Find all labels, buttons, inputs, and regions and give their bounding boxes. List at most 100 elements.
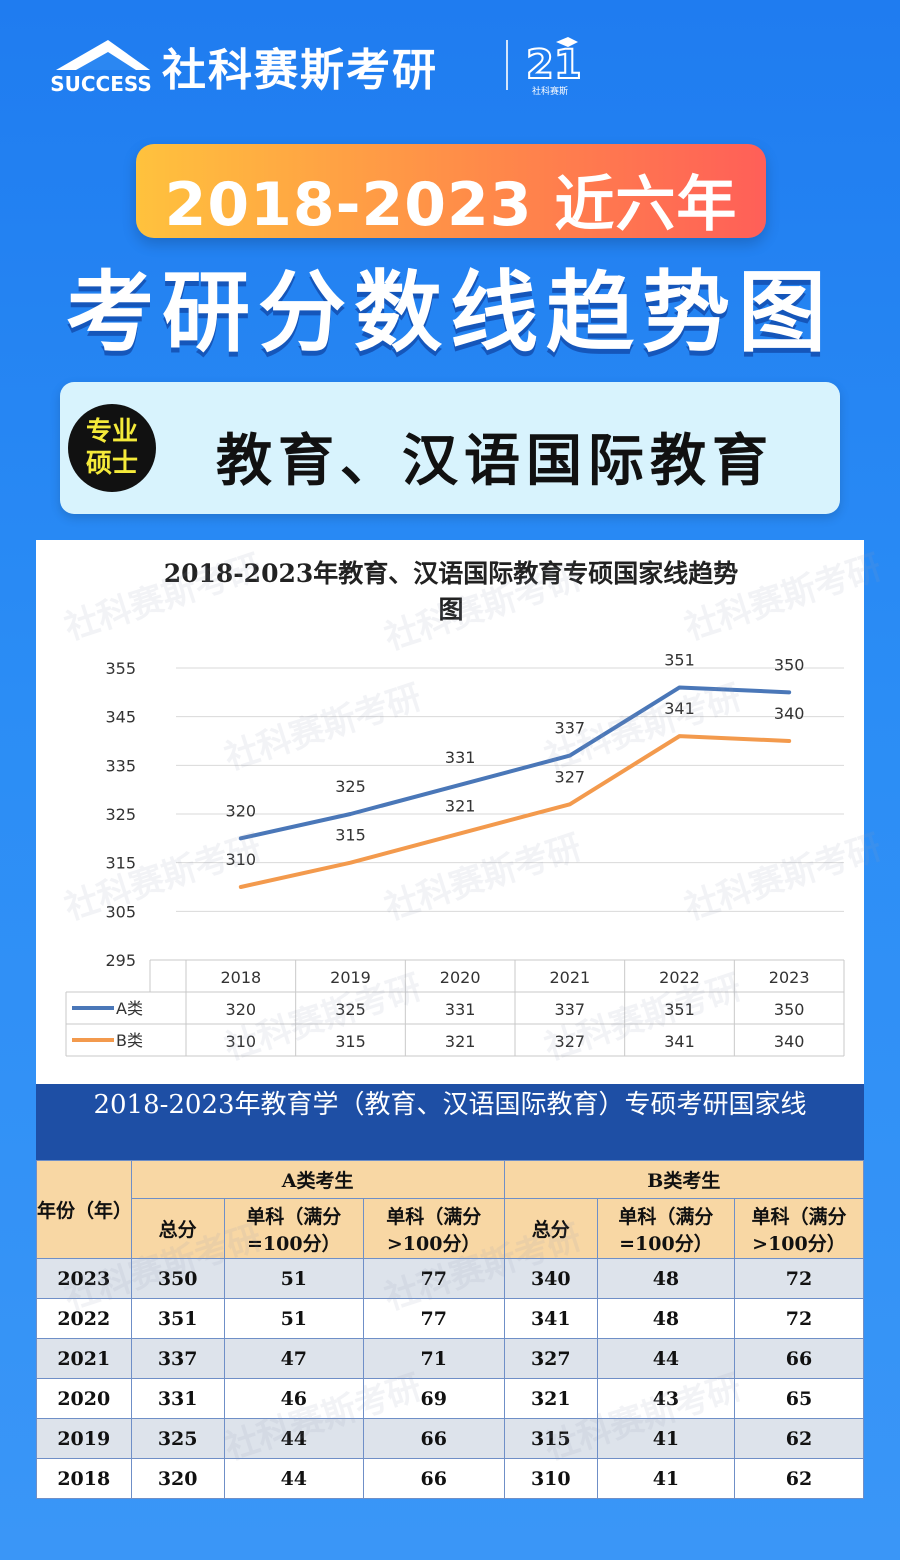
chart-title-line-2: 图 bbox=[438, 595, 464, 624]
data-label: 340 bbox=[774, 704, 805, 723]
table-row: 2020 331 46 69 321 43 65 bbox=[36, 1378, 865, 1419]
x-tick-label: 2020 bbox=[440, 968, 481, 987]
logo-text: SUCCESS bbox=[50, 72, 152, 96]
table-cell: 51 bbox=[223, 1258, 364, 1299]
col-single-100-b: 单科（满分=100分） bbox=[596, 1198, 735, 1259]
badge-line-1: 专业 bbox=[85, 417, 138, 447]
data-table-value: 327 bbox=[555, 1032, 586, 1051]
year-banner: 2018-2023 近六年 bbox=[136, 144, 766, 240]
table-cell: 51 bbox=[223, 1298, 364, 1339]
table-cell: 41 bbox=[596, 1418, 735, 1459]
score-table-panel: 2018-2023年教育学（教育、汉语国际教育）专硕考研国家线 年份（年） A类… bbox=[36, 1084, 865, 1499]
table-cell: 77 bbox=[362, 1298, 505, 1339]
success-logo: SUCCESS bbox=[46, 34, 156, 96]
table-cell: 351 bbox=[130, 1298, 225, 1339]
col-single-gt100-a: 单科（满分>100分） bbox=[362, 1198, 505, 1259]
data-label: 315 bbox=[335, 826, 366, 845]
data-table-value: 340 bbox=[774, 1032, 805, 1051]
x-tick-label: 2023 bbox=[769, 968, 810, 987]
col-single-gt100-b: 单科（满分>100分） bbox=[733, 1198, 865, 1259]
data-table-value: 350 bbox=[774, 1000, 805, 1019]
table-row: 2023 350 51 77 340 48 72 bbox=[36, 1258, 865, 1299]
y-tick-label: 315 bbox=[105, 854, 136, 873]
y-tick-label: 335 bbox=[105, 756, 136, 775]
chart-title: 2018-2023年教育、汉语国际教育专硕国家线趋势 图 bbox=[126, 556, 776, 628]
table-cell: 77 bbox=[362, 1258, 505, 1299]
table-cell: 66 bbox=[362, 1418, 505, 1459]
x-tick-label: 2018 bbox=[220, 968, 261, 987]
col-single-100-a: 单科（满分=100分） bbox=[223, 1198, 364, 1259]
y-tick-label: 355 bbox=[105, 659, 136, 678]
header: SUCCESS 社科赛斯考研 21 社科赛斯 bbox=[0, 0, 900, 130]
data-table-value: 337 bbox=[555, 1000, 586, 1019]
table-cell: 62 bbox=[733, 1418, 865, 1459]
y-tick-label: 295 bbox=[105, 951, 136, 970]
score-table: 年份（年） A类考生 B类考生 总分 单科（满分=100分） 单科（满分>100… bbox=[36, 1160, 865, 1499]
table-cell: 69 bbox=[362, 1378, 505, 1419]
y-tick-label: 305 bbox=[105, 902, 136, 921]
table-year-cell: 2021 bbox=[36, 1338, 132, 1379]
subject-name: 教育、汉语国际教育 bbox=[216, 428, 774, 494]
table-cell: 72 bbox=[733, 1258, 865, 1299]
table-cell: 66 bbox=[733, 1338, 865, 1379]
data-label: 325 bbox=[335, 777, 366, 796]
year-header: 年份（年） bbox=[36, 1160, 132, 1259]
data-label: 321 bbox=[445, 796, 476, 815]
table-row: 2019 325 44 66 315 41 62 bbox=[36, 1418, 865, 1459]
data-label: 331 bbox=[445, 748, 476, 767]
table-cell: 341 bbox=[503, 1298, 598, 1339]
x-tick-label: 2022 bbox=[659, 968, 700, 987]
table-cell: 65 bbox=[733, 1378, 865, 1419]
data-label: 341 bbox=[664, 699, 695, 718]
table-cell: 320 bbox=[130, 1458, 225, 1499]
table-year-cell: 2020 bbox=[36, 1378, 132, 1419]
data-label: 337 bbox=[555, 719, 586, 738]
table-cell: 48 bbox=[596, 1258, 735, 1299]
table-cell: 321 bbox=[503, 1378, 598, 1419]
anniversary-emblem-icon: 21 bbox=[525, 37, 580, 89]
data-table-value: 341 bbox=[664, 1032, 695, 1051]
legend-label: A类 bbox=[116, 999, 143, 1018]
badge-line-2: 硕士 bbox=[85, 449, 138, 479]
line-chart: 355 345 335 325 315 305 295 2018 2019 2020 2021 202… bbox=[65, 650, 845, 1057]
x-tick-label: 2021 bbox=[549, 968, 590, 987]
table-cell: 350 bbox=[130, 1258, 225, 1299]
series-line-b bbox=[238, 734, 792, 889]
table-title: 2018-2023年教育学（教育、汉语国际教育）专硕考研国家线 bbox=[36, 1084, 864, 1160]
table-cell: 41 bbox=[596, 1458, 735, 1499]
data-table-value: 321 bbox=[445, 1032, 476, 1051]
header-divider bbox=[506, 40, 508, 90]
data-table-value: 351 bbox=[664, 1000, 695, 1019]
table-cell: 337 bbox=[130, 1338, 225, 1379]
svg-text:21: 21 bbox=[526, 42, 580, 88]
data-label: 327 bbox=[555, 767, 586, 786]
data-table-value: 310 bbox=[226, 1032, 257, 1051]
y-tick-label: 345 bbox=[105, 708, 136, 727]
table-cell: 72 bbox=[733, 1298, 865, 1339]
data-label: 310 bbox=[226, 850, 257, 869]
table-cell: 331 bbox=[130, 1378, 225, 1419]
data-label: 320 bbox=[226, 801, 257, 820]
data-label: 350 bbox=[774, 655, 805, 674]
table-year-cell: 2019 bbox=[36, 1418, 132, 1459]
table-cell: 62 bbox=[733, 1458, 865, 1499]
data-table-value: 331 bbox=[445, 1000, 476, 1019]
table-cell: 66 bbox=[362, 1458, 505, 1499]
series-line-a bbox=[238, 685, 792, 841]
table-cell: 327 bbox=[503, 1338, 598, 1379]
data-table-value: 320 bbox=[226, 1000, 257, 1019]
table-cell: 340 bbox=[503, 1258, 598, 1299]
data-label: 351 bbox=[664, 650, 695, 669]
data-table-value: 325 bbox=[335, 1000, 366, 1019]
degree-badge: 专业 硕士 bbox=[68, 404, 156, 492]
brand-name: 社科赛斯考研 bbox=[162, 45, 438, 96]
chart-panel: 2018-2023年教育、汉语国际教育专硕国家线趋势 图 355 345 335 32… bbox=[36, 540, 864, 1084]
main-title: 考研分数线趋势图 bbox=[65, 261, 834, 364]
table-cell: 325 bbox=[130, 1418, 225, 1459]
chart-title-line-1: 2018-2023年教育、汉语国际教育专硕国家线趋势 bbox=[163, 559, 739, 588]
col-total-b: 总分 bbox=[503, 1198, 598, 1259]
table-cell: 46 bbox=[223, 1378, 364, 1419]
emblem-label: 社科赛斯 bbox=[531, 87, 568, 97]
year-range-text: 2018-2023 近六年 bbox=[164, 170, 738, 240]
table-cell: 44 bbox=[596, 1338, 735, 1379]
